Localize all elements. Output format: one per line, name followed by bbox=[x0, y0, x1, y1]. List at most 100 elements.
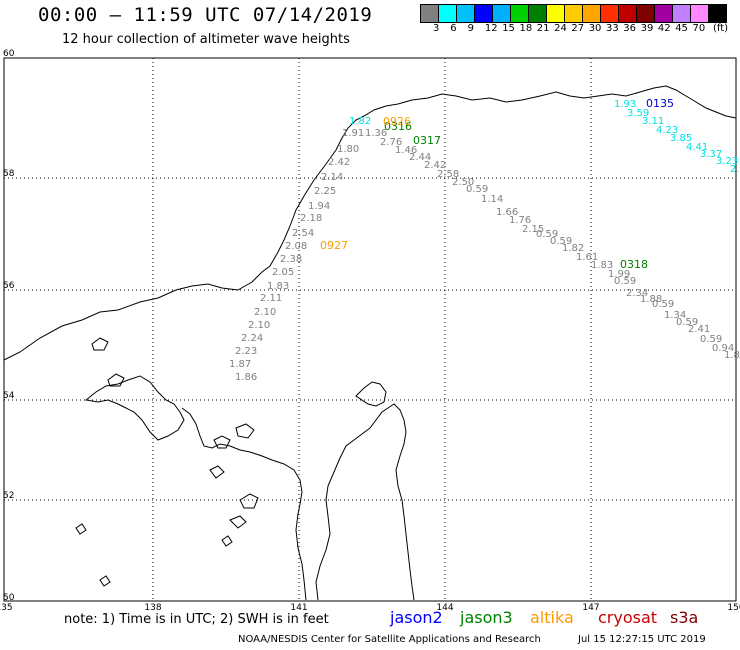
wave-height-value: 3.23 bbox=[716, 156, 738, 167]
legend-item-jason3: jason3 bbox=[460, 608, 513, 627]
generation-timestamp: Jul 15 12:27:15 UTC 2019 bbox=[578, 634, 706, 645]
wave-height-value: 2.18 bbox=[300, 213, 322, 224]
latitude-label: 52 bbox=[3, 491, 14, 501]
wave-height-value: 2.10 bbox=[254, 307, 276, 318]
map-frame bbox=[3, 57, 737, 602]
wave-height-value: 1.94 bbox=[308, 201, 330, 212]
wave-height-value: 1.82 bbox=[349, 116, 371, 127]
color-scale-label: 36 bbox=[623, 23, 637, 34]
color-scale-label: 21 bbox=[536, 23, 550, 34]
longitude-label: 144 bbox=[436, 603, 453, 613]
color-scale-label: 27 bbox=[571, 23, 585, 34]
wave-height-value: 0.59 bbox=[550, 236, 572, 247]
wave-height-value: 3.59 bbox=[627, 108, 649, 119]
map-subtitle: 12 hour collection of altimeter wave hei… bbox=[62, 32, 350, 47]
wave-height-value: 2.24 bbox=[241, 333, 263, 344]
wave-height-value: 0.59 bbox=[614, 276, 636, 287]
wave-height-value: 1.46 bbox=[395, 145, 417, 156]
wave-height-value: 0.59 bbox=[536, 229, 558, 240]
longitude-label: 138 bbox=[144, 603, 161, 613]
color-scale-label: 12 bbox=[484, 23, 498, 34]
wave-height-value: 4.23 bbox=[656, 125, 678, 136]
latitude-label: 58 bbox=[3, 169, 15, 179]
legend-item-altika: altika bbox=[530, 608, 574, 627]
wave-height-value: 1.34 bbox=[664, 310, 686, 321]
latitude-label: 60 bbox=[3, 49, 15, 59]
wave-height-value: 2.34 bbox=[626, 288, 648, 299]
wave-height-value: 1.88 bbox=[640, 294, 662, 305]
wave-height-value: 1.14 bbox=[481, 194, 503, 205]
wave-height-value: 3.85 bbox=[670, 133, 692, 144]
wave-height-value: 1.66 bbox=[496, 207, 518, 218]
wave-height-value: 1.36 bbox=[365, 128, 387, 139]
wave-height-value: 0.59 bbox=[466, 184, 488, 195]
wave-height-value: 2.38 bbox=[280, 254, 302, 265]
altimeter-tracks: 1.91 1.362.761.462.442.422.582.500.591.14… bbox=[229, 97, 740, 383]
wave-height-value: 1.93 bbox=[614, 99, 636, 110]
wave-height-value: 2.42 bbox=[424, 160, 446, 171]
color-scale-label: 24 bbox=[554, 23, 567, 34]
wave-height-value: 4.41 bbox=[686, 142, 708, 153]
wave-height-value: 1.99 bbox=[608, 269, 630, 280]
color-scale-label: 6 bbox=[450, 23, 457, 34]
wave-height-value: 1.76 bbox=[509, 215, 531, 226]
wave-height-value: 1.8 bbox=[724, 350, 740, 361]
latitude-label: 50 bbox=[3, 593, 15, 603]
color-scale-label: 45 bbox=[675, 23, 688, 34]
color-scale-label: 33 bbox=[606, 23, 619, 34]
longitude-label: 141 bbox=[290, 603, 307, 613]
wave-height-value: 1.86 bbox=[235, 372, 257, 383]
color-scale-label: 42 bbox=[657, 23, 671, 34]
wave-height-value: 3.11 bbox=[642, 116, 664, 127]
wave-height-value: 1.61 bbox=[576, 252, 598, 263]
wave-height-value: 2.14 bbox=[321, 172, 343, 183]
coastline bbox=[3, 85, 737, 601]
wave-height-value: 2.76 bbox=[380, 137, 402, 148]
color-scale-label: 70 bbox=[692, 23, 706, 34]
axis-labels: 60 58 56 54 52 50135 138 141 144 147 150 bbox=[0, 49, 740, 613]
wave-height-value: 1.80 bbox=[337, 144, 359, 155]
wave-height-value: 2.58 bbox=[437, 169, 459, 180]
wave-height-value: 1.83 bbox=[591, 260, 613, 271]
latitude-label: 54 bbox=[3, 391, 15, 401]
wave-height-value: 0.59 bbox=[652, 299, 674, 310]
wave-height-value: 1.83 bbox=[267, 281, 289, 292]
map-title: 00:00 – 11:59 UTC 07/14/2019 bbox=[38, 4, 373, 26]
graticule bbox=[4, 58, 736, 601]
wave-height-value: 2.10 bbox=[248, 320, 270, 331]
color-scale-bar bbox=[420, 4, 727, 23]
wave-height-value: 2.42 bbox=[328, 157, 350, 168]
note-text: note: 1) Time is in UTC; 2) SWH is in fe… bbox=[64, 612, 329, 627]
wave-height-value: 1.87 bbox=[229, 359, 251, 370]
wave-height-value: 0.59 bbox=[676, 317, 698, 328]
wave-height-value: 2.50 bbox=[452, 177, 474, 188]
wave-height-value: 2.41 bbox=[688, 324, 710, 335]
legend-item-s3a: s3a bbox=[670, 608, 699, 627]
wave-height-value: 0.59 bbox=[700, 334, 722, 345]
color-scale-label: 15 bbox=[502, 23, 515, 34]
track-time-label: 0316 bbox=[384, 120, 412, 133]
wave-height-value: 2.44 bbox=[409, 152, 431, 163]
wave-height-value: 2.11 bbox=[260, 293, 282, 304]
longitude-label: 135 bbox=[0, 603, 13, 613]
wave-height-value: 2.05 bbox=[272, 267, 294, 278]
latitude-label: 56 bbox=[3, 281, 15, 291]
color-scale-unit: (ft) bbox=[713, 23, 729, 34]
wave-height-value: 1.82 bbox=[562, 243, 584, 254]
wave-height-value: 2.08 bbox=[285, 241, 307, 252]
wave-height-value: 1.91 bbox=[342, 128, 364, 139]
color-scale-label: 30 bbox=[588, 23, 602, 34]
track-time-label: 0927 bbox=[320, 239, 348, 252]
legend-item-jason2: jason2 bbox=[390, 608, 443, 627]
credit-text: NOAA/NESDIS Center for Satellite Applica… bbox=[238, 634, 541, 645]
track-time-label: 0135 bbox=[646, 97, 674, 110]
longitude-label: 147 bbox=[582, 603, 599, 613]
track-time-label: 0926 bbox=[383, 115, 411, 128]
wave-height-value: 2.25 bbox=[314, 186, 336, 197]
color-scale-label: 39 bbox=[640, 23, 654, 34]
color-swatch bbox=[708, 4, 727, 23]
legend-item-cryosat: cryosat bbox=[598, 608, 658, 627]
wave-height-value: 0.94 bbox=[712, 343, 734, 354]
color-scale-label: 9 bbox=[467, 23, 474, 34]
